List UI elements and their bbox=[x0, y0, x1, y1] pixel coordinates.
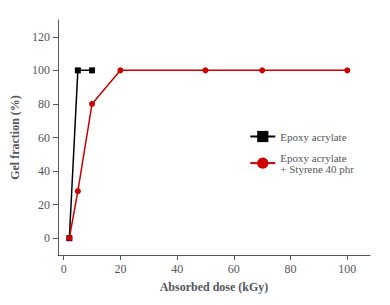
svg-text:Gel fraction (%): Gel fraction (%) bbox=[8, 95, 22, 180]
svg-text:120: 120 bbox=[32, 30, 50, 44]
svg-text:80: 80 bbox=[285, 262, 297, 276]
svg-text:60: 60 bbox=[228, 262, 240, 276]
svg-text:80: 80 bbox=[38, 97, 50, 111]
svg-text:Epoxy acrylate: Epoxy acrylate bbox=[280, 151, 347, 164]
svg-text:Epoxy acrylate: Epoxy acrylate bbox=[280, 131, 346, 143]
svg-text:40: 40 bbox=[171, 262, 183, 276]
svg-text:Absorbed dose (kGy): Absorbed dose (kGy) bbox=[160, 280, 269, 294]
svg-text:40: 40 bbox=[38, 164, 50, 178]
svg-text:0: 0 bbox=[61, 262, 67, 276]
svg-text:20: 20 bbox=[114, 262, 126, 276]
svg-text:20: 20 bbox=[38, 198, 50, 212]
svg-text:0: 0 bbox=[44, 231, 50, 245]
svg-text:100: 100 bbox=[338, 262, 356, 276]
svg-text:+ Styrene 40 phr: + Styrene 40 phr bbox=[280, 163, 354, 175]
svg-text:100: 100 bbox=[32, 63, 50, 77]
svg-text:60: 60 bbox=[38, 131, 50, 145]
